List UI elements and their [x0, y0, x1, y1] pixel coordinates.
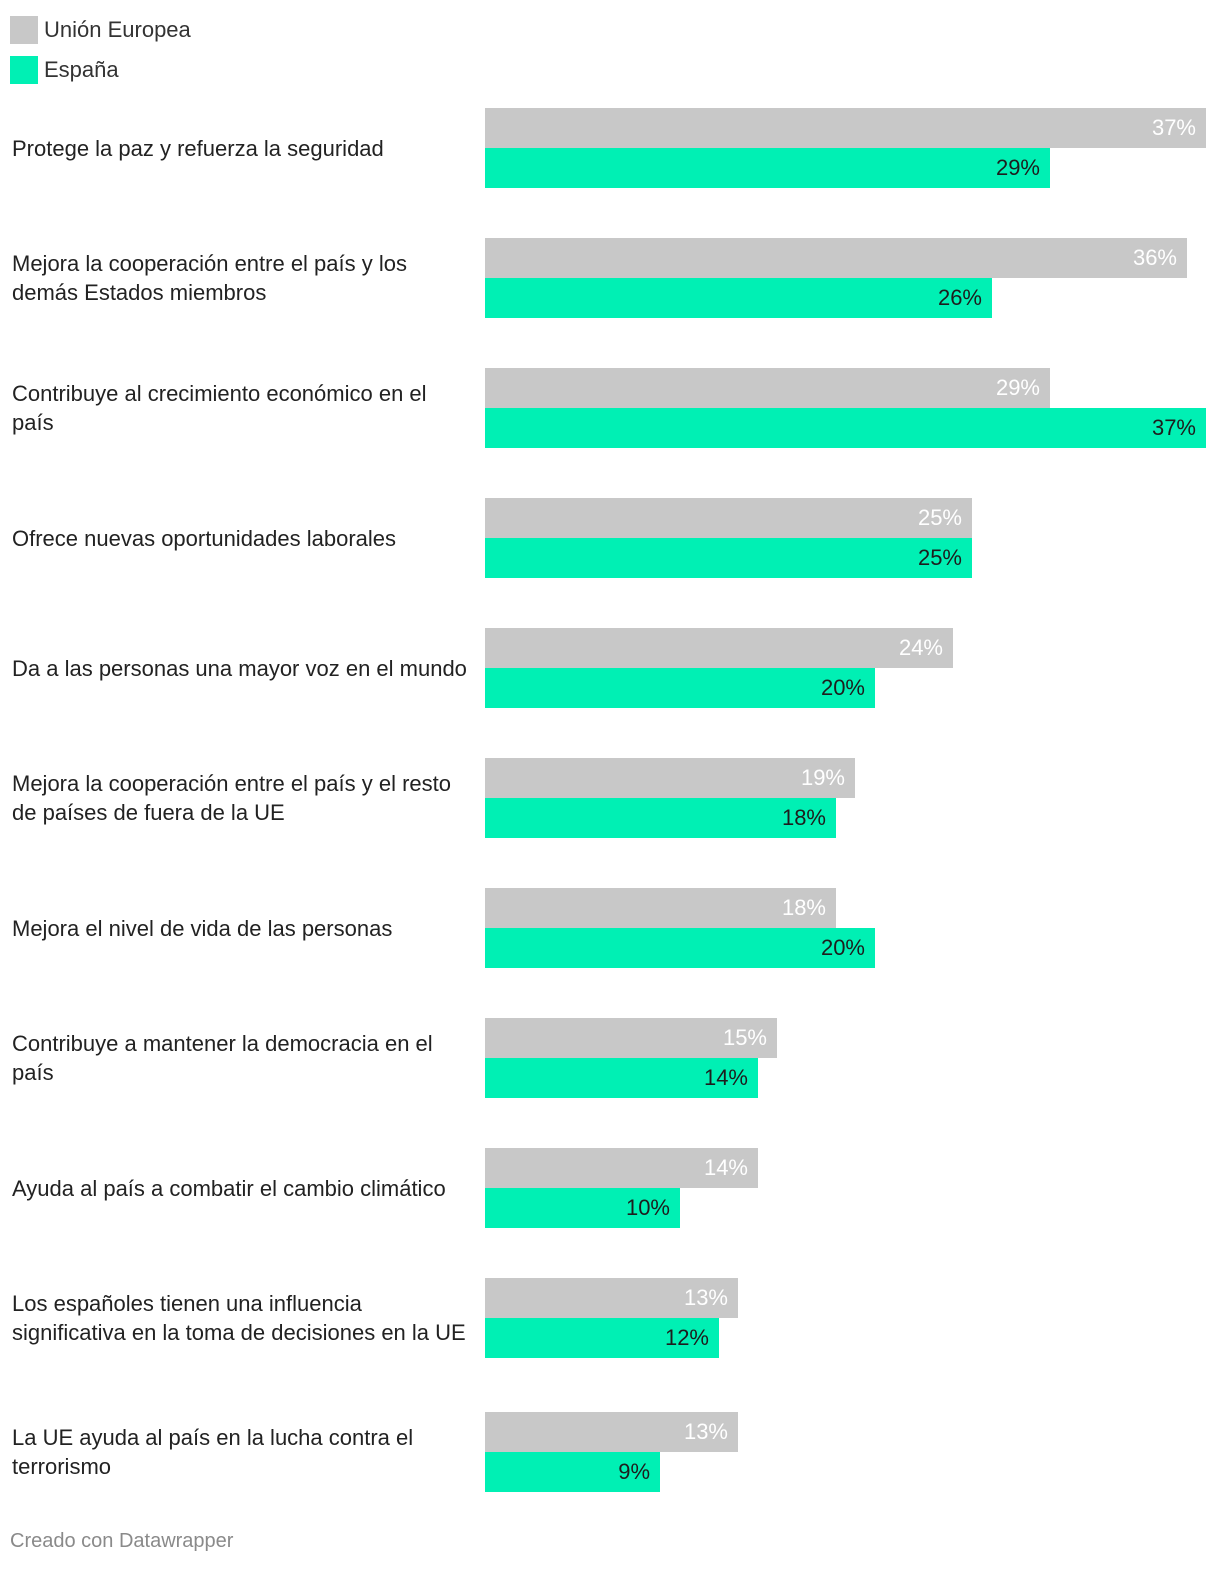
bar-eu: 25% — [485, 498, 972, 538]
category-label: Contribuye al crecimiento económico en e… — [12, 381, 427, 435]
bar-eu: 29% — [485, 368, 1050, 408]
bar-es: 20% — [485, 928, 875, 968]
bar-value-label: 13% — [683, 1419, 728, 1444]
chart-row: Mejora la cooperación entre el país y el… — [0, 758, 1220, 838]
bar-eu: 14% — [485, 1148, 758, 1188]
category-label: La UE ayuda al país en la lucha contra e… — [12, 1425, 414, 1479]
chart-row: Ofrece nuevas oportunidades laborales 25%… — [0, 498, 1220, 578]
bar-eu: 19% — [485, 758, 855, 798]
bar-es: 9% — [485, 1452, 660, 1492]
bar-value-label: 10% — [625, 1195, 670, 1220]
bar-es: 14% — [485, 1058, 758, 1098]
category-label: Mejora la cooperación entre el país y lo… — [12, 251, 407, 305]
chart-row: Mejora la cooperación entre el país y lo… — [0, 238, 1220, 318]
bar-value-label: 14% — [703, 1155, 748, 1180]
bar-eu: 37% — [485, 108, 1206, 148]
footer-credit: Creado con Datawrapper — [10, 1530, 234, 1552]
category-label: Ayuda al país a combatir el cambio climá… — [12, 1175, 446, 1201]
chart-row: Mejora el nivel de vida de las personas 1… — [0, 888, 1220, 968]
bar-value-label: 20% — [820, 935, 865, 960]
chart-row: Los españoles tienen una influencia sign… — [0, 1278, 1220, 1358]
legend-label-es: España — [44, 57, 119, 82]
bar-value-label: 25% — [917, 545, 962, 570]
bar-value-label: 26% — [937, 285, 982, 310]
bar-es: 18% — [485, 798, 836, 838]
bar-es: 26% — [485, 278, 992, 318]
category-label: Protege la paz y refuerza la seguridad — [12, 135, 384, 161]
category-label: Mejora la cooperación entre el país y el… — [12, 771, 452, 825]
bar-value-label: 29% — [995, 155, 1040, 180]
bar-value-label: 12% — [664, 1325, 709, 1350]
bar-eu: 24% — [485, 628, 953, 668]
bar-value-label: 29% — [995, 375, 1040, 400]
bar-value-label: 24% — [898, 635, 943, 660]
bar-value-label: 37% — [1151, 115, 1196, 140]
category-label: Mejora el nivel de vida de las personas — [12, 915, 393, 941]
bar-es: 12% — [485, 1318, 719, 1358]
bar-eu: 15% — [485, 1018, 777, 1058]
category-label: Contribuye a mantener la democracia en e… — [12, 1031, 433, 1085]
bar-es: 37% — [485, 408, 1206, 448]
chart-row: Contribuye a mantener la democracia en e… — [0, 1018, 1220, 1098]
category-label: Ofrece nuevas oportunidades laborales — [12, 525, 397, 551]
bar-value-label: 15% — [722, 1025, 767, 1050]
bar-value-label: 36% — [1132, 245, 1177, 270]
legend-swatch-es — [10, 56, 38, 84]
bar-eu: 36% — [485, 238, 1187, 278]
bar-value-label: 18% — [781, 805, 826, 830]
bar-eu: 18% — [485, 888, 836, 928]
bar-value-label: 9% — [618, 1459, 650, 1484]
bar-es: 20% — [485, 668, 875, 708]
chart-row: Da a las personas una mayor voz en el mu… — [0, 628, 1220, 708]
category-label: Los españoles tienen una influencia sign… — [12, 1291, 466, 1345]
legend-label-eu: Unión Europea — [44, 17, 191, 42]
legend-item-es: España — [10, 50, 191, 90]
bar-value-label: 20% — [820, 675, 865, 700]
bar-value-label: 13% — [683, 1285, 728, 1310]
bar-eu: 13% — [485, 1412, 738, 1452]
bar-value-label: 19% — [800, 765, 845, 790]
chart-row: Ayuda al país a combatir el cambio climá… — [0, 1148, 1220, 1228]
bar-es: 25% — [485, 538, 972, 578]
legend-swatch-eu — [10, 16, 38, 44]
bar-value-label: 18% — [781, 895, 826, 920]
bar-es: 10% — [485, 1188, 680, 1228]
bar-eu: 13% — [485, 1278, 738, 1318]
bar-es: 29% — [485, 148, 1050, 188]
bar-value-label: 14% — [703, 1065, 748, 1090]
legend-item-eu: Unión Europea — [10, 10, 191, 50]
chart-row: Contribuye al crecimiento económico en e… — [0, 368, 1220, 448]
chart-row: Protege la paz y refuerza la seguridad 37… — [0, 108, 1220, 188]
chart-row: La UE ayuda al país en la lucha contra e… — [0, 1412, 1220, 1492]
legend: Unión Europea España — [10, 10, 191, 90]
bar-value-label: 25% — [917, 505, 962, 530]
bar-value-label: 37% — [1151, 415, 1196, 440]
category-label: Da a las personas una mayor voz en el mu… — [12, 655, 467, 681]
